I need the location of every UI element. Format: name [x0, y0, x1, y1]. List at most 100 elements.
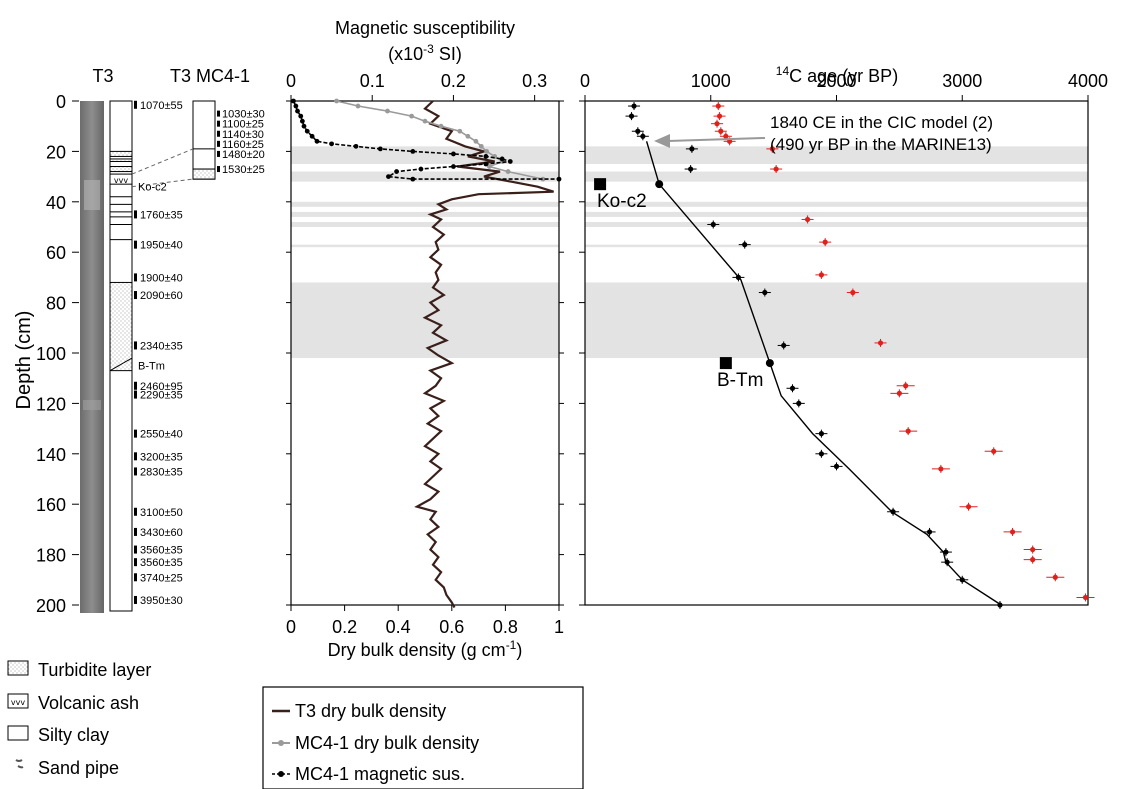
series-point-2 [499, 156, 505, 162]
series-point-1 [355, 103, 361, 109]
middle-title: Magnetic susceptibility [335, 18, 515, 38]
lithology-column: vvv [109, 100, 133, 612]
age-label: 2340±35 [140, 340, 183, 352]
red-age-point [905, 428, 911, 434]
depth-tick-label: 160 [36, 495, 66, 515]
age-sample-bar [134, 558, 137, 567]
black-age-point [628, 113, 635, 119]
mc-age-label: 1100±25 [222, 119, 264, 131]
correlation-line [131, 178, 194, 188]
series-point-2 [410, 176, 416, 182]
lith-turbidite [109, 150, 133, 157]
middle-shaded-bands [291, 146, 559, 359]
lith-btm-line [109, 357, 133, 372]
age-tick-label: 0 [580, 71, 590, 91]
mc-age-label: 1140±30 [222, 129, 264, 141]
age-sample-bar [134, 390, 137, 399]
black-age-point [818, 431, 825, 437]
lith-ash [109, 173, 133, 185]
age-label: 3200±35 [140, 451, 183, 463]
t3-age-labels: 1070±55 1760±35 1950±40 1900±40 2090±60 2340±… [134, 100, 183, 607]
red-age-point [804, 216, 811, 223]
annotation-marine: (490 yr BP in the MARINE13) [770, 135, 992, 154]
lith-turbidite [109, 281, 133, 372]
depth-tick-label: 180 [36, 546, 66, 566]
series-point-2 [291, 98, 296, 104]
series-point-1 [385, 108, 390, 114]
age-sample-bar [134, 573, 137, 582]
legend-left: Turbidite layer vvv Volcanic ash Silty c… [7, 660, 151, 778]
mc-age-sample-bar [217, 110, 220, 117]
red-age-point [1030, 546, 1036, 553]
black-age-point [943, 549, 949, 555]
series-point-2 [293, 103, 299, 109]
black-age-point [735, 274, 742, 280]
series-point-1 [409, 113, 414, 119]
layer-label: B-Tm [138, 361, 165, 373]
annotation-cic: 1840 CE in the CIC model (2) [770, 113, 993, 132]
age-label: 2830±35 [140, 466, 183, 478]
bottom-tick-label: 0.6 [439, 617, 464, 637]
black-age-point [959, 577, 965, 583]
shaded-band [291, 221, 559, 227]
legend-turbidite-swatch [7, 660, 29, 676]
mc-age-sample-bar [217, 166, 220, 173]
depth-tick-label: 140 [36, 445, 66, 465]
age-sample-bar [134, 527, 137, 536]
red-age-point [773, 166, 779, 172]
series-point-2 [394, 169, 399, 174]
series-point-1 [422, 118, 428, 124]
series-point-2 [507, 159, 513, 164]
age-label: 2090±60 [140, 290, 183, 302]
red-age-point [896, 390, 902, 396]
series-point-2 [377, 146, 383, 152]
age-sample-bar [134, 545, 137, 554]
black-age-point [890, 509, 896, 515]
depth-axis: 0 20 40 60 80 100 120 140 160 180 200 [36, 92, 79, 616]
series-point-2 [309, 133, 315, 139]
age-label: 2290±35 [140, 390, 183, 402]
age-sample-bar [134, 381, 137, 390]
layer-label: Ko-c2 [138, 182, 167, 194]
lith-turbidite [109, 158, 133, 162]
mc-age-sample-bar [217, 120, 220, 127]
series-point-2 [483, 161, 489, 167]
black-age-point [796, 400, 802, 406]
red-age-point [716, 113, 723, 119]
middle-series [291, 98, 562, 609]
black-age-point [762, 289, 768, 296]
legend-sandpipe-label: Sand pipe [38, 758, 119, 778]
right-title: 14C age (yr BP) [776, 64, 898, 86]
series-line-1 [336, 100, 544, 180]
red-age-point [877, 340, 884, 346]
age-tick-label: 3000 [942, 71, 982, 91]
middle-axes: 0 0.2 0.4 0.6 0.8 1 0 0.1 0.2 0.3 [286, 71, 564, 637]
legend-mc-dbd-label: MC4-1 dry bulk density [295, 733, 479, 753]
tephra-square [719, 357, 732, 370]
shaded-band [291, 201, 559, 207]
red-age-point [965, 504, 972, 510]
lith-turbidite [109, 166, 133, 173]
series-point-1 [478, 143, 484, 149]
age-label: 3430±60 [140, 527, 183, 539]
mc-age-label: 1160±25 [222, 139, 264, 151]
depth-tick-label: 0 [56, 92, 66, 112]
mc-age-sample-bar [217, 140, 220, 147]
legend-mc-ms-label: MC4-1 magnetic sus. [295, 764, 465, 784]
series-point-2 [298, 113, 304, 119]
series-point-1 [465, 133, 471, 139]
depth-tick-label: 40 [46, 193, 66, 213]
age-sample-bar [134, 429, 137, 438]
shaded-band [585, 211, 1088, 217]
mc-age-sample-bar [217, 130, 220, 137]
red-age-point [1009, 529, 1016, 535]
red-age-point [1082, 594, 1089, 601]
series-point-1 [473, 138, 479, 144]
age-label: 2460±95 [140, 381, 183, 393]
series-point-1 [457, 128, 463, 134]
depth-tick-label: 20 [46, 142, 66, 162]
mc-age-sample-bar [217, 150, 220, 157]
core-photo [80, 101, 104, 613]
age-label: 3100±50 [140, 507, 183, 519]
black-age-point [640, 133, 646, 139]
